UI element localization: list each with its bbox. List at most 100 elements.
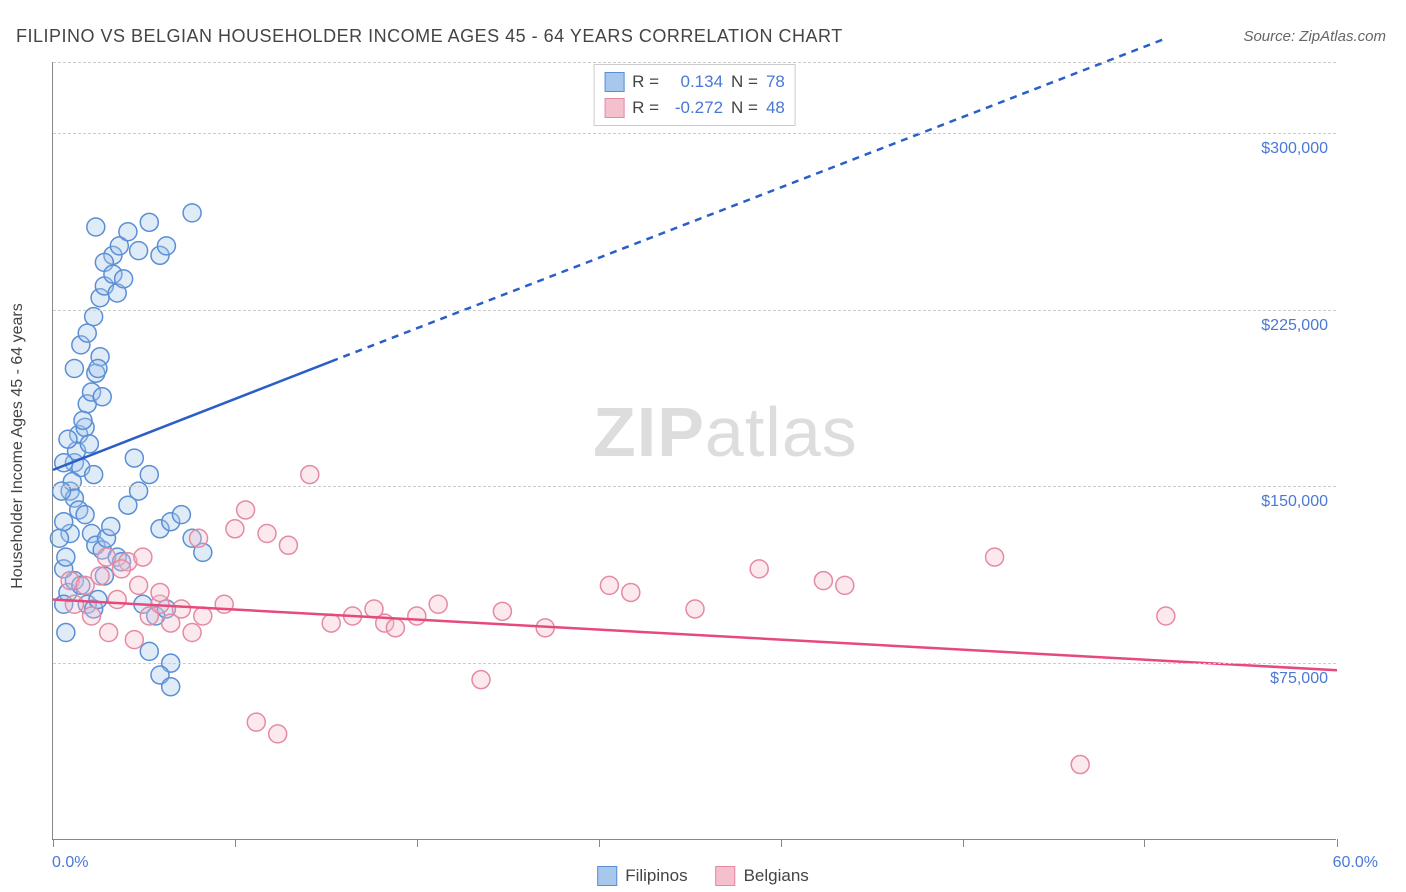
data-point	[258, 525, 276, 543]
y-tick-label: $75,000	[1270, 670, 1328, 688]
legend-label-belgians: Belgians	[744, 866, 809, 886]
data-point	[836, 576, 854, 594]
x-axis-min-label: 0.0%	[52, 854, 88, 872]
swatch-belgians	[604, 98, 624, 118]
data-point	[162, 678, 180, 696]
data-point	[112, 560, 130, 578]
data-point	[408, 607, 426, 625]
plot-area: ZIPatlas R = 0.134 N = 78 R = -0.272 N =…	[52, 62, 1336, 840]
plot-svg	[53, 62, 1336, 839]
data-point	[98, 548, 116, 566]
chart-container: FILIPINO VS BELGIAN HOUSEHOLDER INCOME A…	[0, 0, 1406, 892]
data-point	[53, 482, 71, 500]
data-point	[55, 513, 73, 531]
gridline	[53, 133, 1336, 134]
data-point	[130, 242, 148, 260]
x-tick	[1144, 839, 1145, 847]
gridline	[53, 62, 1336, 63]
data-point	[226, 520, 244, 538]
data-point	[87, 218, 105, 236]
data-point	[130, 482, 148, 500]
data-point	[194, 607, 212, 625]
legend-label-filipinos: Filipinos	[625, 866, 687, 886]
data-point	[115, 270, 133, 288]
data-point	[472, 671, 490, 689]
legend-swatch-filipinos	[597, 866, 617, 886]
data-point	[59, 430, 77, 448]
legend-swatch-belgians	[716, 866, 736, 886]
data-point	[279, 536, 297, 554]
data-point	[83, 607, 101, 625]
data-point	[814, 572, 832, 590]
data-point	[386, 619, 404, 637]
data-point	[247, 713, 265, 731]
data-point	[140, 213, 158, 231]
data-point	[429, 595, 447, 613]
x-axis-max-label: 60.0%	[1333, 854, 1378, 872]
x-tick	[781, 839, 782, 847]
data-point	[125, 631, 143, 649]
data-point	[89, 359, 107, 377]
data-point	[65, 595, 83, 613]
r-label-1: R =	[632, 69, 659, 95]
source-attribution: Source: ZipAtlas.com	[1243, 28, 1386, 45]
n-label-2: N =	[731, 95, 758, 121]
gridline	[53, 310, 1336, 311]
data-point	[78, 324, 96, 342]
r-label-2: R =	[632, 95, 659, 121]
chart-title: FILIPINO VS BELGIAN HOUSEHOLDER INCOME A…	[16, 26, 843, 47]
data-point	[76, 506, 94, 524]
data-point	[91, 567, 109, 585]
data-point	[57, 548, 75, 566]
stats-legend: R = 0.134 N = 78 R = -0.272 N = 48	[593, 64, 796, 126]
data-point	[986, 548, 1004, 566]
data-point	[80, 435, 98, 453]
data-point	[57, 624, 75, 642]
y-tick-label: $300,000	[1261, 140, 1328, 158]
data-point	[108, 591, 126, 609]
data-point	[172, 506, 190, 524]
data-point	[50, 529, 68, 547]
n-label-1: N =	[731, 69, 758, 95]
x-tick	[417, 839, 418, 847]
x-tick	[1337, 839, 1338, 847]
data-point	[119, 223, 137, 241]
data-point	[151, 583, 169, 601]
data-point	[493, 602, 511, 620]
data-point	[125, 449, 143, 467]
data-point	[89, 591, 107, 609]
data-point	[301, 466, 319, 484]
data-point	[157, 237, 175, 255]
data-point	[134, 548, 152, 566]
data-point	[269, 725, 287, 743]
x-tick	[599, 839, 600, 847]
stats-row-2: R = -0.272 N = 48	[604, 95, 785, 121]
n-value-2: 48	[766, 95, 785, 121]
gridline	[53, 486, 1336, 487]
data-point	[172, 600, 190, 618]
data-point	[130, 576, 148, 594]
y-tick-label: $225,000	[1261, 317, 1328, 335]
data-point	[65, 359, 83, 377]
y-axis-label: Householder Income Ages 45 - 64 years	[9, 303, 27, 589]
gridline	[53, 663, 1336, 664]
data-point	[183, 204, 201, 222]
x-tick	[963, 839, 964, 847]
data-point	[237, 501, 255, 519]
r-value-1: 0.134	[667, 69, 723, 95]
data-point	[1157, 607, 1175, 625]
data-point	[140, 466, 158, 484]
data-point	[85, 466, 103, 484]
data-point	[750, 560, 768, 578]
data-point	[190, 529, 208, 547]
data-point	[1071, 756, 1089, 774]
data-point	[622, 583, 640, 601]
data-point	[322, 614, 340, 632]
legend-item-belgians: Belgians	[716, 866, 809, 886]
swatch-filipinos	[604, 72, 624, 92]
stats-row-1: R = 0.134 N = 78	[604, 69, 785, 95]
data-point	[140, 642, 158, 660]
y-tick-label: $150,000	[1261, 493, 1328, 511]
data-point	[102, 517, 120, 535]
data-point	[74, 411, 92, 429]
